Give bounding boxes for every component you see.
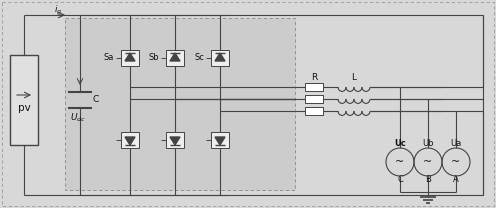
Text: Uc: Uc [394,139,406,147]
Bar [166,50,184,66]
Bar [305,107,323,115]
Polygon shape [125,53,135,61]
Bar [121,132,139,148]
FancyBboxPatch shape [2,2,494,206]
Polygon shape [170,137,180,145]
Text: ~: ~ [424,157,433,167]
Text: Sc: Sc [194,53,204,62]
Text: C: C [397,176,403,184]
Polygon shape [125,137,135,145]
Bar [211,50,229,66]
Text: R: R [311,73,317,82]
Text: $i_g$: $i_g$ [54,4,62,17]
Polygon shape [215,53,225,61]
Text: B: B [425,176,431,184]
Text: L: L [352,73,357,82]
Text: pv: pv [18,103,30,113]
Polygon shape [215,137,225,145]
Text: C: C [93,95,99,104]
FancyBboxPatch shape [65,18,295,190]
Text: Sb: Sb [148,53,159,62]
Text: Ub: Ub [422,139,434,147]
Text: A: A [453,176,459,184]
Bar [166,132,184,148]
Text: ~: ~ [451,157,461,167]
Text: Sa: Sa [104,53,114,62]
Bar [121,50,139,66]
Bar [211,132,229,148]
Text: Ua: Ua [450,139,462,147]
Polygon shape [170,53,180,61]
Bar [10,55,38,145]
Bar [305,83,323,91]
Text: $U_{dc}$: $U_{dc}$ [70,112,86,124]
Text: ~: ~ [395,157,405,167]
Bar [305,95,323,103]
